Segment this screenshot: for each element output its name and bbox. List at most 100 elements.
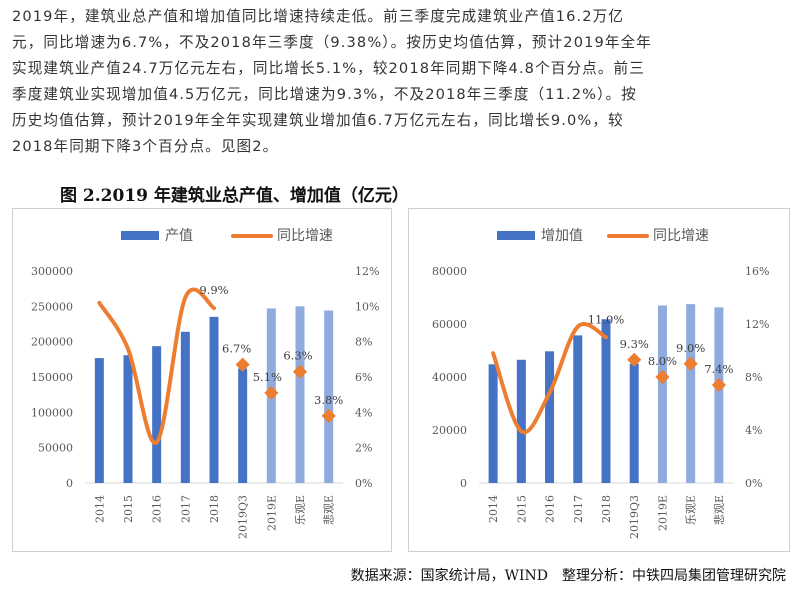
y-tick-label: 200000 xyxy=(31,336,73,349)
data-label: 8.0% xyxy=(648,354,677,368)
bar-2017 xyxy=(573,335,583,483)
legend-label-line: 同比增速 xyxy=(277,228,333,244)
y-tick-label: 60000 xyxy=(432,318,467,331)
bar-2019Q3 xyxy=(629,363,639,483)
x-tick-label: 2018 xyxy=(600,495,613,523)
x-tick-label: 2019Q3 xyxy=(237,495,250,539)
y2-tick-label: 2% xyxy=(355,442,372,455)
x-tick-label: 2018 xyxy=(208,495,221,523)
bar-2019Q3 xyxy=(238,368,248,483)
x-tick-label: 2014 xyxy=(487,495,500,523)
data-label: 9.9% xyxy=(199,283,228,297)
growth-marker-悲观E xyxy=(321,408,336,423)
x-tick-label: 2019Q3 xyxy=(628,495,641,539)
bar-2018 xyxy=(601,319,611,483)
y-tick-label: 40000 xyxy=(432,371,467,384)
data-label: 9.0% xyxy=(676,341,705,355)
x-tick-label: 2016 xyxy=(151,495,164,523)
x-tick-label: 2015 xyxy=(515,495,528,523)
data-label: 3.8% xyxy=(314,393,343,407)
x-tick-label: 2014 xyxy=(93,495,106,523)
bar-乐观E xyxy=(686,304,696,483)
y2-tick-label: 4% xyxy=(745,424,762,437)
y2-tick-label: 0% xyxy=(745,477,762,490)
growth-marker-乐观E xyxy=(292,364,308,379)
x-tick-label: 2019E xyxy=(656,495,669,531)
bar-悲观E xyxy=(324,310,334,483)
bar-2017 xyxy=(180,331,190,483)
paragraph-line: 2019年，建筑业总产值和增加值同比增速持续走低。前三季度完成建筑业产值16.2… xyxy=(12,8,625,25)
y2-tick-label: 12% xyxy=(745,318,769,331)
source-note: 数据来源：国家统计局，WIND 整理分析：中铁四局集团管理研究院 xyxy=(350,568,786,584)
y-tick-label: 300000 xyxy=(31,265,73,278)
x-tick-label: 悲观E xyxy=(322,495,336,525)
y2-tick-label: 6% xyxy=(355,371,372,384)
paragraph-line: 季度建筑业实现增加值4.5万亿元，同比增速为9.3%，不及2018年三季度（11… xyxy=(12,86,637,103)
paragraph-line: 2018年同期下降3个百分点。见图2。 xyxy=(12,138,279,155)
data-label: 6.7% xyxy=(222,342,251,356)
data-label: 5.1% xyxy=(253,370,282,384)
legend-swatch-bar xyxy=(497,231,535,240)
paragraph-line: 历史均值估算，预计2019年全年实现建筑业增加值6.7万亿元左右，同比增长9.0… xyxy=(12,112,624,129)
growth-line xyxy=(97,287,216,445)
y-tick-label: 100000 xyxy=(31,406,73,419)
chart-panel-output: 产值 同比增速 0 50000 100000 150000 200000 250000 3000… xyxy=(12,208,392,552)
figure-title: 图 2.2019 年建筑业总产值、增加值（亿元） xyxy=(60,186,409,206)
bar-2016 xyxy=(152,346,162,483)
chart-panel-added-value: 增加值 同比增速 0 20000 40000 60000 80000 0% 4% 8% 12% 16%… xyxy=(408,208,790,552)
growth-marker-2019Q3 xyxy=(235,357,250,372)
legend-label-bar: 增加值 xyxy=(541,228,583,244)
added-value-chart: 增加值 同比增速 0 20000 40000 60000 80000 0% 4% 8% 12% 16%… xyxy=(432,228,769,539)
legend-label-line: 同比增速 xyxy=(653,228,709,244)
output-chart: 产值 同比增速 0 50000 100000 150000 200000 250000 3000… xyxy=(31,228,379,539)
y2-tick-label: 12% xyxy=(355,265,379,278)
y2-tick-label: 10% xyxy=(355,300,379,313)
y-tick-label: 20000 xyxy=(432,424,467,437)
x-tick-label: 2019E xyxy=(265,495,278,531)
data-label: 11.0% xyxy=(588,312,625,326)
bar-2014 xyxy=(94,358,104,483)
x-tick-label: 2015 xyxy=(122,495,135,523)
growth-marker-2019E xyxy=(655,369,670,385)
bar-2018 xyxy=(209,316,219,483)
data-label: 6.3% xyxy=(283,349,312,363)
paragraph-line: 实现建筑业产值24.7万亿元左右，同比增长5.1%，较2018年同期下降4.8个… xyxy=(12,60,645,77)
y-tick-label: 50000 xyxy=(38,442,73,455)
bar-2016 xyxy=(545,351,555,483)
bar-乐观E xyxy=(295,306,305,483)
bar-悲观E xyxy=(714,307,724,483)
bar-2015 xyxy=(123,355,133,483)
y-tick-label: 250000 xyxy=(31,300,73,313)
x-tick-label: 乐观E xyxy=(294,495,307,525)
y-tick-label: 0 xyxy=(66,477,73,490)
y2-tick-label: 0% xyxy=(355,477,372,490)
data-label: 9.3% xyxy=(620,337,649,351)
growth-marker-悲观E xyxy=(711,377,726,393)
y2-tick-label: 16% xyxy=(745,265,769,278)
bar-2015 xyxy=(516,359,526,483)
paragraph-line: 元，同比增速为6.7%，不及2018年三季度（9.38%）。按历史均值估算，预计… xyxy=(12,34,652,51)
x-tick-label: 2017 xyxy=(179,495,192,523)
y2-tick-label: 8% xyxy=(745,371,762,384)
legend-label-bar: 产值 xyxy=(165,228,193,244)
x-tick-label: 乐观E xyxy=(685,495,698,525)
x-tick-label: 2016 xyxy=(544,495,557,523)
growth-marker-乐观E xyxy=(683,356,698,371)
y-tick-label: 80000 xyxy=(432,265,467,278)
legend: 增加值 同比增速 xyxy=(497,228,709,244)
x-tick-label: 2017 xyxy=(572,495,585,523)
bar-2019E xyxy=(657,305,667,483)
legend: 产值 同比增速 xyxy=(121,228,333,244)
growth-marker-2019E xyxy=(264,385,279,400)
y2-tick-label: 4% xyxy=(355,406,372,419)
legend-swatch-bar xyxy=(121,231,159,240)
y-tick-label: 0 xyxy=(460,477,467,490)
growth-marker-2019Q3 xyxy=(627,352,642,367)
intro-paragraph: 2019年，建筑业总产值和增加值同比增速持续走低。前三季度完成建筑业产值16.2… xyxy=(12,4,792,160)
y2-tick-label: 8% xyxy=(355,336,372,349)
x-tick-label: 悲观E xyxy=(712,495,726,525)
growth-line xyxy=(491,322,608,435)
bar-2014 xyxy=(488,364,498,483)
data-label: 7.4% xyxy=(704,362,733,376)
y-tick-label: 150000 xyxy=(31,371,73,384)
